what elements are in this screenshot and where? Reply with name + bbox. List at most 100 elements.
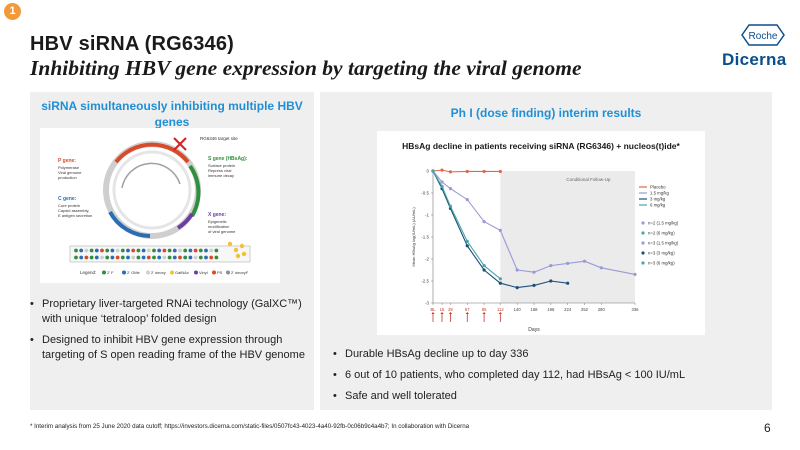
- dose-arrowhead: [465, 312, 469, 314]
- bullet-patients-below-100: 6 out of 10 patients, who completed day …: [333, 368, 773, 383]
- group-legend-marker: [641, 221, 645, 225]
- series-line-4: [432, 170, 501, 280]
- x-tick-label: 224: [564, 307, 572, 312]
- x-axis-label: Days: [528, 327, 540, 333]
- target-site-label: RG6346 target site: [200, 136, 238, 141]
- data-point: [465, 244, 469, 248]
- svg-text:Capsid assembly,: Capsid assembly,: [58, 208, 89, 213]
- svg-text:Epigenetic: Epigenetic: [208, 219, 227, 224]
- data-point: [498, 169, 502, 174]
- y-axis-label: Mean HBsAg log(IU/mL) (ΔU/mL): [411, 207, 416, 267]
- svg-text:Repress viral: Repress viral: [208, 168, 231, 173]
- x-tick-label: 112: [497, 307, 504, 312]
- x-tick-label: 85: [482, 307, 487, 312]
- group-legend-label: n=3 (1.5 mg/kg): [648, 241, 679, 246]
- svg-text:2' deoxy: 2' deoxy: [151, 270, 166, 275]
- svg-text:Vinyl: Vinyl: [199, 270, 208, 275]
- hbsag-decline-chart: Conditional Follow-Up 0 -0.5 -1 -1.5 -2 -2.5 -3…: [411, 169, 679, 334]
- y-tick-label: -2: [425, 257, 429, 262]
- data-point: [440, 180, 444, 184]
- group-legend-marker: [641, 261, 645, 265]
- data-point: [482, 264, 486, 268]
- svg-text:of viral genome: of viral genome: [208, 229, 236, 234]
- dose-arrowhead: [498, 312, 502, 314]
- hbv-genome-diagram: RG6346 target site P gene: Polymerase Vi…: [40, 128, 280, 283]
- page-number: 6: [764, 421, 771, 435]
- svg-text:2' OMe: 2' OMe: [127, 270, 141, 275]
- y-tick-label: -3: [425, 301, 429, 306]
- group-legend-label: n=2 (1.5 mg/kg): [648, 221, 679, 226]
- roche-logo: Roche: [741, 24, 785, 46]
- data-point: [532, 270, 536, 274]
- group-legend-marker: [641, 231, 645, 235]
- follow-up-shading: [500, 171, 635, 303]
- y-tick-label: -1.5: [421, 235, 429, 240]
- slide-subtitle: Inhibiting HBV gene expression by target…: [30, 56, 582, 80]
- dicerna-logo: Dicerna: [722, 50, 787, 69]
- legend-label: 3 mg/kg: [650, 197, 666, 202]
- p-gene-label: P gene:: [58, 158, 76, 164]
- group-legend-marker: [641, 241, 645, 245]
- svg-text:Viral genome: Viral genome: [58, 170, 82, 175]
- svg-text:Polymerase: Polymerase: [58, 165, 80, 170]
- hbsag-chart-card: HBsAg decline in patients receiving siRN…: [377, 131, 705, 335]
- right-bullet-list: Durable HBsAg decline up to day 336 6 ou…: [333, 347, 773, 410]
- y-tick-label: -0.5: [421, 191, 429, 196]
- group-legend-label: n=2 (6 mg/kg): [648, 231, 675, 236]
- data-point: [465, 169, 469, 174]
- bullet-durable-decline: Durable HBsAg decline up to day 336: [333, 347, 773, 362]
- sirna-molecule-beads: [74, 241, 247, 260]
- x-tick-label: 196: [547, 307, 555, 312]
- data-point: [566, 261, 570, 265]
- chart-title: HBsAg decline in patients receiving siRN…: [402, 141, 680, 151]
- data-point: [465, 198, 469, 202]
- svg-text:2' deoxyF: 2' deoxyF: [231, 270, 249, 275]
- left-panel-heading: siRNA simultaneously inhibiting multiple…: [41, 99, 303, 129]
- bullet-galxc-technology: Proprietary liver-targeted RNAi technolo…: [30, 297, 314, 327]
- dose-arrowhead: [482, 312, 486, 314]
- data-point: [431, 169, 435, 173]
- data-point: [515, 286, 519, 290]
- data-point: [482, 268, 486, 272]
- left-bullet-list: Proprietary liver-targeted RNAi technolo…: [30, 297, 314, 369]
- legend-label: Placebo: [650, 185, 666, 190]
- svg-text:production: production: [58, 175, 77, 180]
- x-tick-label: 140: [514, 307, 522, 312]
- y-tick-label: 0: [426, 169, 429, 174]
- group-legend-label: n=3 (6 mg/kg): [648, 261, 675, 266]
- c-gene-label: C gene:: [58, 196, 77, 202]
- follow-up-label: Conditional Follow-Up: [566, 177, 611, 182]
- data-point: [465, 239, 469, 243]
- data-point: [482, 220, 486, 224]
- data-point: [448, 187, 453, 191]
- data-point: [515, 268, 519, 272]
- roche-logo-text: Roche: [749, 31, 778, 42]
- data-point: [498, 228, 502, 232]
- bullet-s-orf-targeting: Designed to inhibit HBV gene expression …: [30, 333, 314, 363]
- x-tick-label: 15: [440, 307, 445, 312]
- svg-text:2' F: 2' F: [107, 270, 114, 275]
- svg-text:GalNAc: GalNAc: [175, 270, 189, 275]
- data-point: [549, 279, 553, 283]
- data-point: [582, 259, 587, 263]
- legend-label: 6 mg/kg: [650, 203, 666, 208]
- group-legend-marker: [641, 251, 645, 255]
- footnote: * Interim analysis from 25 June 2020 dat…: [30, 423, 470, 430]
- x-tick-label: 57: [465, 307, 470, 312]
- right-panel-heading: Ph I (dose finding) interim results: [450, 106, 642, 120]
- data-point: [448, 204, 453, 208]
- x-tick-label: BL: [430, 307, 436, 312]
- data-point: [566, 281, 570, 285]
- legend-label: 1.5 mg/kg: [650, 191, 669, 196]
- dose-arrowhead: [431, 312, 435, 314]
- x-tick-label: 29: [448, 307, 453, 312]
- group-legend-label: n=3 (3 mg/kg): [648, 251, 675, 256]
- svg-text:Core protein: Core protein: [58, 203, 80, 208]
- y-tick-label: -1: [425, 213, 429, 218]
- s-gene-label: S gene (HBsAg):: [208, 156, 248, 162]
- slide-title: HBV siRNA (RG6346): [30, 33, 235, 55]
- x-gene-label: X gene:: [208, 212, 226, 218]
- slide-number-badge: 1: [4, 3, 21, 20]
- dose-arrowhead: [440, 312, 444, 314]
- data-point: [633, 272, 637, 276]
